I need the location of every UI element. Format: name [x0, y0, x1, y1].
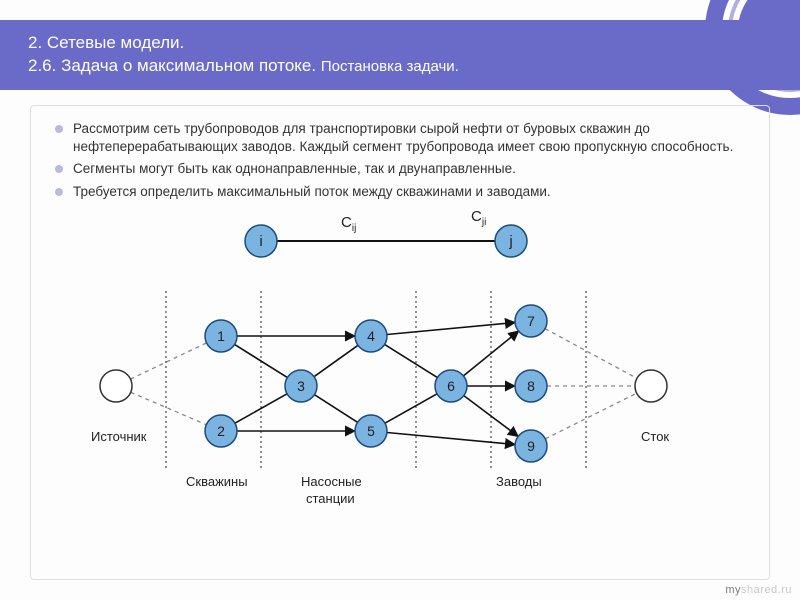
bullet-list: Рассмотрим сеть трубопроводов для трансп…	[51, 120, 749, 201]
svg-text:i: i	[259, 233, 262, 250]
diagram-svg: i j Cij Cji 1 2 3 4 5 6 7 8 9 Источник Сток Скважины Нас…	[51, 211, 731, 511]
svg-text:станции: станции	[306, 491, 355, 506]
svg-text:3: 3	[297, 378, 305, 394]
svg-text:Заводы: Заводы	[496, 474, 542, 489]
svg-text:1: 1	[217, 328, 225, 344]
svg-text:2: 2	[217, 423, 225, 439]
bullet-item: Рассмотрим сеть трубопроводов для трансп…	[51, 120, 749, 156]
svg-text:Скважины: Скважины	[186, 474, 248, 489]
svg-text:j: j	[508, 233, 512, 250]
svg-text:Насосные: Насосные	[301, 474, 362, 489]
svg-text:Cji: Cji	[471, 211, 486, 228]
svg-text:Сток: Сток	[641, 429, 669, 444]
bullet-item: Требуется определить максимальный поток …	[51, 183, 749, 201]
svg-text:7: 7	[527, 313, 535, 329]
svg-text:5: 5	[367, 423, 375, 439]
svg-text:Cij: Cij	[341, 214, 356, 234]
content-panel: Рассмотрим сеть трубопроводов для трансп…	[30, 105, 770, 580]
bullet-item: Сегменты могут быть как однонаправленные…	[51, 160, 749, 178]
network-diagram: i j Cij Cji 1 2 3 4 5 6 7 8 9 Источник Сток Скважины Нас…	[51, 211, 749, 511]
svg-text:4: 4	[367, 328, 375, 344]
slide-header: 2. Сетевые модели. 2.6. Задача о максима…	[0, 20, 800, 90]
svg-text:6: 6	[447, 378, 455, 394]
svg-text:9: 9	[527, 438, 535, 454]
header-line2: 2.6. Задача о максимальном потоке. Поста…	[28, 55, 772, 78]
svg-text:Источник: Источник	[91, 429, 147, 444]
svg-text:8: 8	[527, 378, 535, 394]
watermark: myshared.ru	[725, 584, 792, 596]
header-line1: 2. Сетевые модели.	[28, 32, 772, 55]
